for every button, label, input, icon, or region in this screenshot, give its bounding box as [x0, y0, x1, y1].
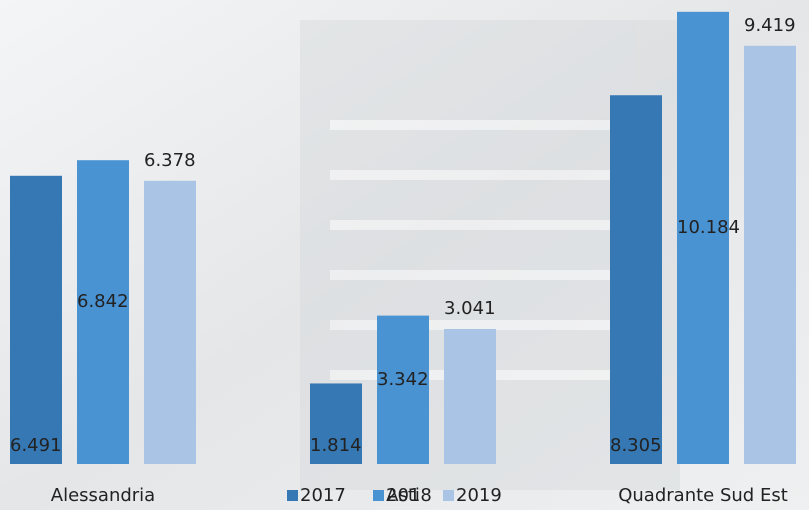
x-tick-label: Alessandria	[51, 485, 155, 506]
bar	[377, 315, 429, 464]
x-tick-label: Asti	[386, 485, 420, 506]
data-label: 3.041	[444, 298, 496, 319]
data-label: 6.491	[10, 435, 62, 456]
bar	[77, 160, 129, 465]
data-label: 10.184	[677, 217, 740, 238]
data-label: 1.814	[310, 435, 362, 456]
data-label: 6.378	[144, 150, 196, 171]
bar	[610, 95, 662, 465]
legend-swatch	[373, 490, 384, 501]
legend-swatch	[287, 490, 298, 501]
data-label: 6.842	[77, 291, 129, 312]
legend-label: 2018	[386, 485, 432, 506]
legend-label: 2019	[456, 485, 502, 506]
x-tick-label: Quadrante Sud Est	[618, 485, 788, 506]
data-label: 8.305	[610, 435, 662, 456]
data-label: 3.342	[377, 369, 429, 390]
bar	[444, 328, 496, 464]
bar	[310, 383, 362, 464]
bar	[144, 180, 196, 464]
legend-swatch	[443, 490, 454, 501]
data-label: 9.419	[744, 15, 796, 36]
legend-label: 2017	[300, 485, 346, 506]
bar	[744, 45, 796, 464]
bar	[677, 11, 729, 464]
bar	[10, 175, 62, 464]
